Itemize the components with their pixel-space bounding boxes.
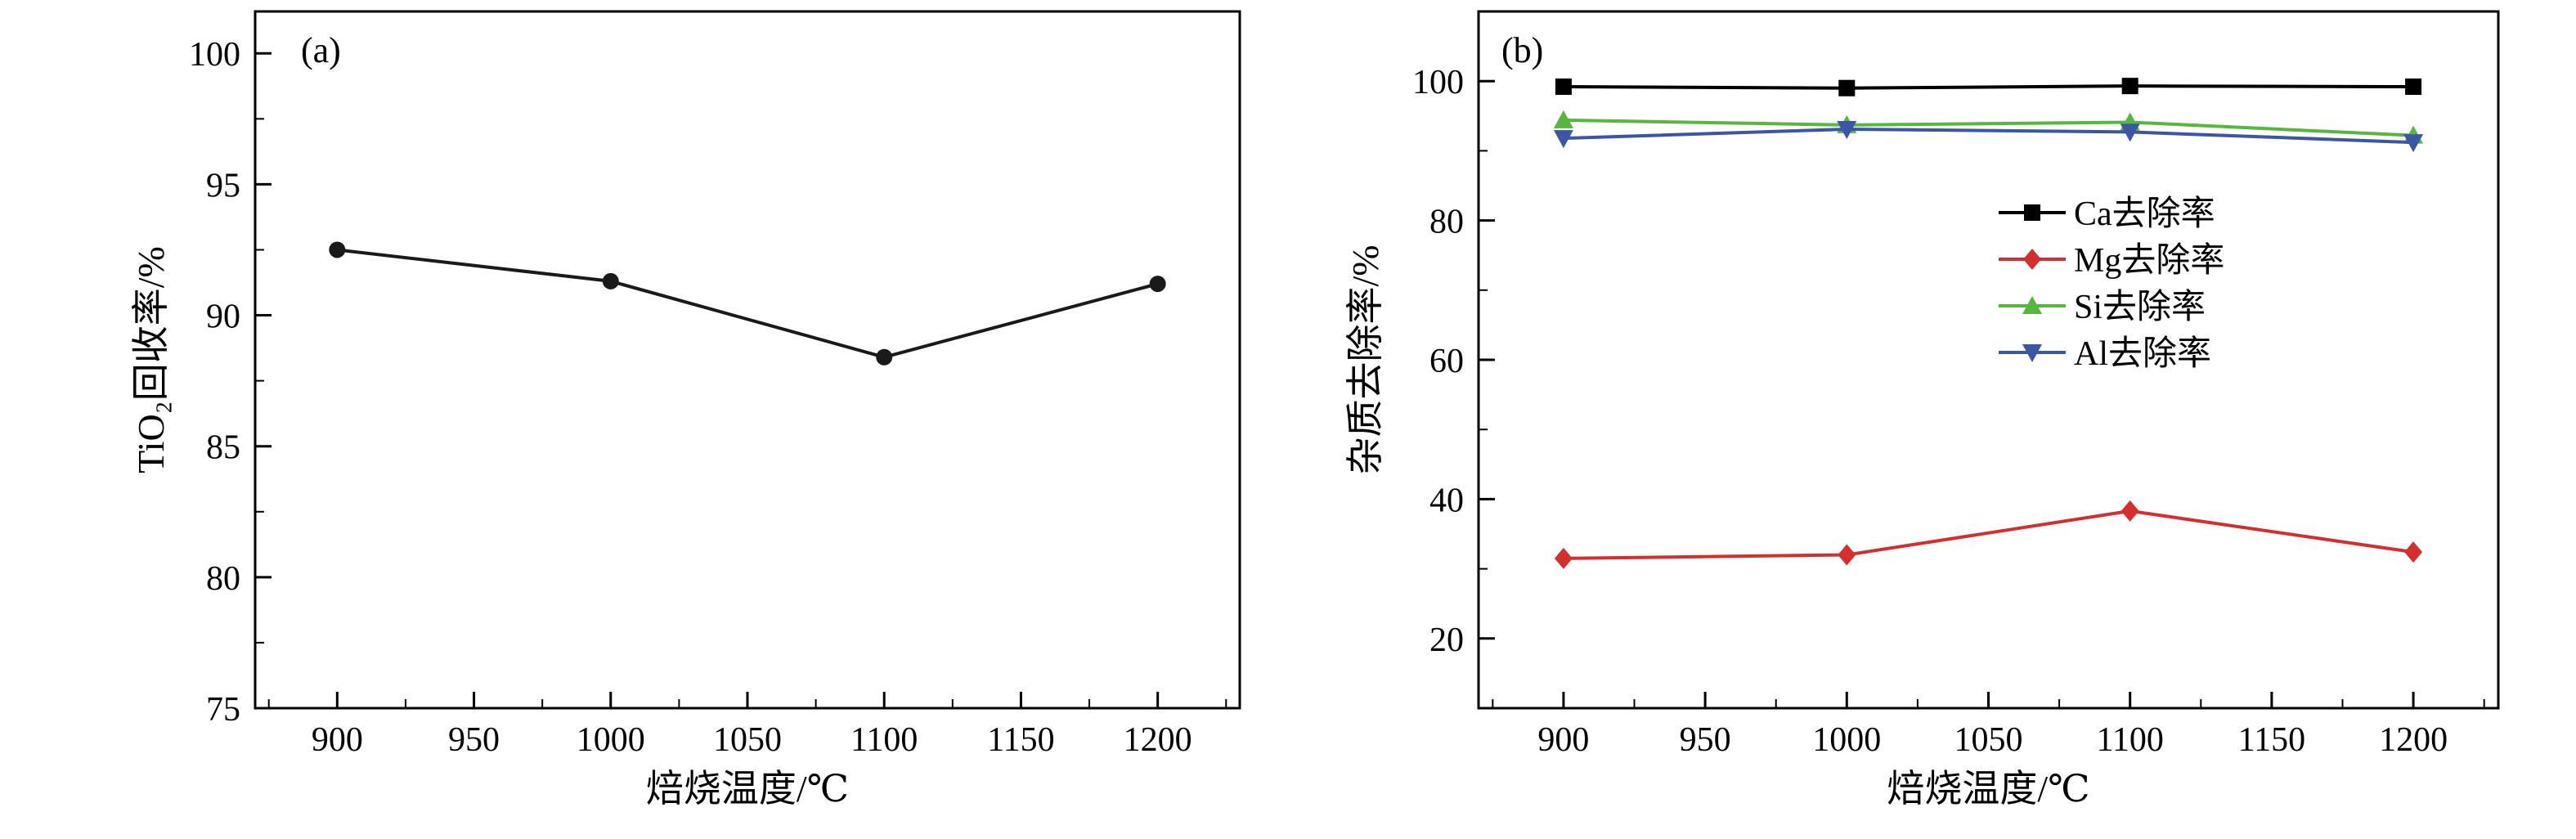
legend-marker-si	[2022, 296, 2042, 314]
data-point-al	[2120, 123, 2140, 142]
data-point-tio2	[876, 348, 893, 366]
x-axis-label: 焙烧温度/℃	[646, 768, 849, 810]
legend-marker-al	[2022, 344, 2042, 362]
legend-label: Al去除率	[2074, 334, 2211, 373]
data-point-al	[1553, 130, 1573, 149]
y-tick-label: 90	[206, 298, 240, 336]
y-tick-label: 100	[1412, 64, 1464, 101]
legend-item: Ca去除率	[1999, 195, 2215, 233]
data-point-al	[2403, 134, 2424, 153]
y-axis-label: 杂质去除率/%	[1344, 245, 1386, 474]
x-tick-label: 900	[1537, 721, 1589, 759]
series-line-tio2	[337, 248, 1159, 359]
plot-border	[1477, 10, 2500, 710]
x-tick-label: 1150	[987, 721, 1054, 759]
data-point-tio2	[602, 272, 619, 289]
y-tick-label: 20	[1429, 621, 1464, 659]
x-tick-label: 1200	[2379, 721, 2448, 759]
y-tick-label: 80	[206, 560, 240, 598]
series-line-si	[1563, 118, 2414, 137]
x-tick-label: 1050	[1954, 721, 2023, 759]
x-tick-label: 1100	[850, 721, 918, 759]
data-point-ca	[2121, 78, 2138, 95]
legend-item: Al去除率	[1999, 334, 2211, 373]
y-tick-label: 60	[1429, 343, 1464, 380]
x-axis-label: 焙烧温度/℃	[1887, 768, 2089, 810]
chart-panel-b: 900 950 1000 1050 1100 1150 1200 20 40 60 80 100 焙烧温…	[1344, 10, 2500, 810]
y-tick-label: 95	[206, 167, 240, 204]
legend-label: Mg去除率	[2074, 241, 2224, 280]
legend-item: Mg去除率	[1999, 241, 2224, 280]
x-tick-label: 1200	[1124, 721, 1192, 759]
legend: Ca去除率 Mg去除率 Si去除率 Al去除率	[1999, 195, 2224, 373]
data-point-tio2	[329, 241, 346, 258]
data-point-ca	[1838, 79, 1856, 96]
y-axis-label: TiO₂回收率/%	[130, 246, 172, 473]
x-tick-label: 1050	[713, 721, 782, 759]
y-tick-label: 75	[206, 691, 240, 729]
legend-item: Si去除率	[1999, 288, 2206, 326]
y-tick-label: 40	[1429, 482, 1464, 519]
y-tick-label: 100	[189, 36, 240, 74]
x-tick-label: 950	[1680, 721, 1731, 759]
series-line-ca	[1563, 84, 2414, 90]
x-tick-label: 900	[312, 721, 363, 759]
legend-label: Si去除率	[2074, 288, 2206, 326]
panel-label: (b)	[1501, 30, 1543, 70]
y-tick-label: 80	[1429, 204, 1464, 241]
chart-panel-a: 900 950 1000 1050 1100 1150 1200 75 80 85 90 95 100 焙…	[130, 10, 1241, 810]
x-tick-label: 950	[448, 721, 500, 759]
data-point-al	[1837, 120, 1857, 139]
legend-label: Ca去除率	[2074, 195, 2215, 233]
data-point-ca	[2405, 79, 2422, 96]
data-point-tio2	[1149, 276, 1166, 293]
series-line-al	[1563, 127, 2414, 145]
data-point-mg	[2120, 500, 2139, 522]
y-tick-label: 85	[206, 429, 240, 467]
x-tick-label: 1000	[577, 721, 645, 759]
plot-border	[254, 10, 1241, 710]
x-tick-label: 1100	[2096, 721, 2163, 759]
x-tick-label: 1000	[1812, 721, 1881, 759]
data-point-mg	[1554, 547, 1573, 569]
series-line-mg	[1563, 509, 2414, 560]
legend-marker-ca	[2024, 204, 2040, 221]
panel-label: (a)	[301, 30, 341, 70]
data-point-ca	[1555, 79, 1572, 96]
data-point-mg	[1838, 544, 1856, 566]
x-tick-label: 1150	[2238, 721, 2305, 759]
legend-marker-mg	[2023, 249, 2041, 270]
data-point-si	[1553, 110, 1573, 128]
data-point-mg	[2404, 541, 2423, 563]
